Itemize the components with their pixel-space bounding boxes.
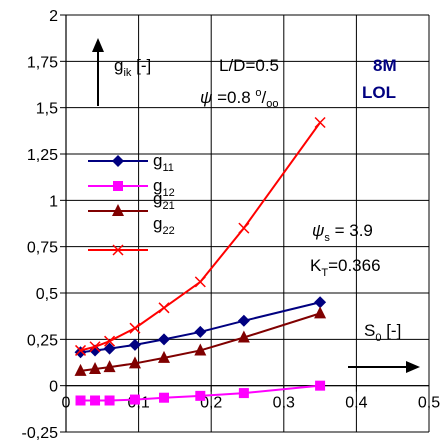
y-axis-label: gik [-] (114, 56, 151, 79)
data-point-g12 (129, 394, 140, 405)
model-label-line2: LOL (362, 83, 396, 102)
data-point-g11 (314, 296, 327, 309)
marker-stroke (104, 335, 116, 347)
data-point-g21 (128, 356, 141, 369)
y-tick-label: -0,25 (22, 425, 59, 442)
y-tick-label: 0,75 (27, 240, 58, 257)
data-point-g12 (195, 390, 206, 401)
marker-stroke (194, 276, 206, 288)
marker-stroke (238, 222, 250, 234)
series-layer (74, 116, 327, 406)
legend-label-g21: g21 (153, 189, 175, 212)
data-point-g21 (89, 361, 102, 374)
y-axis-arrowhead (92, 38, 104, 52)
y-tick-label: 1,25 (27, 147, 58, 164)
data-point-g11 (103, 342, 116, 355)
data-point-g22 (89, 341, 101, 353)
legend: g11 g12 g21 g22 (88, 151, 175, 256)
data-point-g11 (194, 325, 207, 338)
x-axis-label-group: S0 [-] (348, 321, 420, 373)
y-tick-label: 2 (49, 8, 58, 25)
legend-marker-shape (113, 181, 123, 191)
y-tick-label: 0,25 (27, 332, 58, 349)
y-tick-label: 0,5 (36, 286, 58, 303)
data-point-g21 (237, 330, 250, 343)
model-label-line1: 8M (373, 56, 397, 75)
data-point-g11 (158, 333, 171, 346)
x-tick-labels: 00,10,20,30,40,5 (62, 395, 441, 412)
psi-annotation: ψ =0.8 o/oo (200, 87, 279, 110)
axes (60, 14, 430, 433)
x-tick-label: 0,5 (418, 395, 440, 412)
marker-stroke (314, 116, 326, 129)
y-tick-label: 1 (49, 193, 58, 210)
psi-s-annotation: ψs = 3.9 (312, 221, 373, 244)
legend-label-g12: g12 (153, 176, 175, 199)
legend-marker-g21 (112, 204, 124, 216)
data-point-g22 (314, 116, 326, 129)
data-point-g22 (238, 222, 250, 234)
legend-marker-g22 (112, 244, 124, 256)
data-point-g21 (158, 350, 171, 363)
y-tick-label: 1,5 (36, 101, 58, 118)
data-point-g21 (314, 306, 327, 319)
data-point-g22 (158, 302, 170, 314)
legend-marker-g11 (112, 155, 124, 167)
data-point-g11 (74, 346, 87, 359)
marker-stroke (129, 322, 141, 334)
data-point-g12 (315, 380, 326, 391)
data-point-g22 (129, 322, 141, 334)
marker-stroke (74, 344, 87, 356)
data-point-g12 (104, 395, 115, 406)
x-tick-label: 0 (62, 395, 71, 412)
data-point-g22 (194, 276, 206, 288)
legend-marker-shape (112, 155, 124, 167)
marker-stroke (112, 244, 124, 256)
legend-marker-g12 (113, 181, 123, 191)
data-point-g21 (194, 343, 207, 356)
x-tick-label: 0,2 (200, 395, 222, 412)
grid (66, 14, 430, 432)
ld-annotation: L/D=0.5 (219, 56, 279, 75)
data-point-g21 (103, 360, 116, 373)
data-point-g12 (90, 395, 101, 406)
legend-marker-shape (112, 244, 124, 256)
data-point-g22 (74, 344, 87, 356)
x-axis-arrowhead (406, 361, 420, 373)
legend-marker-shape (112, 204, 124, 216)
kt-annotation: KT=0.366 (310, 256, 381, 279)
y-axis-label-group: gik [-] (92, 38, 151, 106)
data-point-g21 (74, 363, 87, 376)
y-tick-labels: -0,25 0 0,25 0,5 0,75 1 1,25 1,5 1,75 2 (22, 8, 59, 442)
marker-stroke (89, 341, 101, 353)
marker-stroke (158, 302, 170, 314)
data-point-g12 (159, 392, 170, 403)
legend-label-g11: g11 (153, 151, 174, 174)
data-point-g22 (104, 335, 116, 347)
y-tick-label: 0 (49, 379, 58, 396)
series-line-g22 (80, 121, 321, 352)
data-point-g12 (75, 395, 86, 406)
data-point-g11 (128, 338, 141, 351)
data-point-g12 (238, 388, 249, 399)
data-point-g11 (237, 314, 250, 327)
y-tick-label: 1,75 (27, 54, 58, 71)
x-tick-label: 0,4 (345, 395, 367, 412)
x-tick-label: 0,3 (273, 395, 295, 412)
x-axis-label: S0 [-] (364, 321, 401, 344)
legend-label-g22: g22 (153, 214, 175, 237)
